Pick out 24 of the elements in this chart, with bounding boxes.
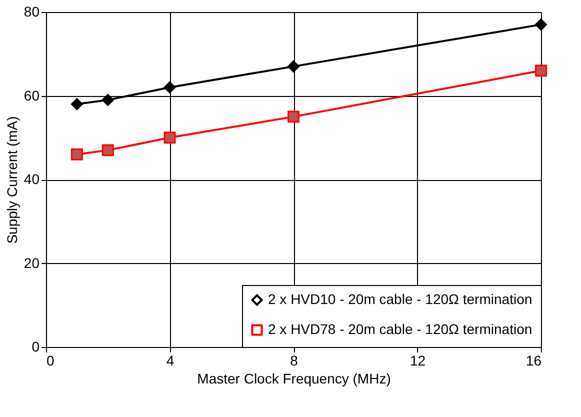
point: [288, 110, 300, 123]
point: [535, 64, 547, 77]
y-axis-title: Supply Current (mA): [4, 116, 20, 244]
point: [164, 132, 176, 144]
point: [102, 94, 114, 106]
legend-label: 2 x HVD10 - 20m cable - 120Ω termination: [268, 291, 532, 307]
y-tick-label: 0: [32, 338, 40, 354]
x-tick-label: 12: [410, 352, 426, 368]
point: [535, 18, 547, 31]
point: [70, 148, 83, 160]
point: [288, 60, 300, 72]
x-tick-label: 8: [290, 352, 298, 368]
y-tick-label: 80: [24, 4, 40, 20]
x-tick-label: 16: [526, 352, 542, 368]
point: [102, 144, 114, 156]
x-tick-label: 4: [166, 352, 174, 368]
y-tick-label: 20: [24, 254, 40, 271]
point: [164, 81, 176, 94]
legend-label: 2 x HVD78 - 20m cable - 120Ω termination: [268, 321, 532, 337]
x-tick-label: 0: [46, 352, 54, 368]
y-tick-label: 60: [24, 87, 40, 104]
y-tick-label: 40: [24, 171, 40, 187]
point: [70, 98, 83, 110]
x-axis-title: Master Clock Frequency (MHz): [197, 370, 391, 386]
